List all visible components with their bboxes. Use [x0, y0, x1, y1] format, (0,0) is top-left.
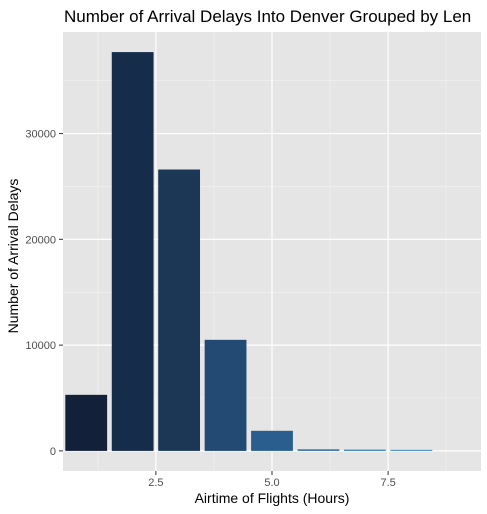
- chart-title: Number of Arrival Delays Into Denver Gro…: [64, 7, 471, 26]
- y-axis-ticks: 0 10000 20000 30000: [25, 129, 63, 458]
- x-axis-title: Airtime of Flights (Hours): [195, 490, 350, 506]
- bar: [204, 339, 247, 451]
- bar: [251, 430, 293, 451]
- gridlines: [63, 32, 481, 471]
- bar: [65, 394, 108, 451]
- bars: [65, 52, 433, 451]
- x-tick-label: 2.5: [148, 477, 163, 489]
- bar: [343, 449, 386, 451]
- y-tick-label: 20000: [25, 234, 56, 246]
- y-tick-label: 0: [50, 446, 56, 458]
- y-axis-title: Number of Arrival Delays: [5, 179, 21, 334]
- bar: [297, 449, 340, 451]
- bar: [111, 52, 154, 451]
- y-tick-label: 30000: [25, 129, 56, 141]
- y-tick-label: 10000: [25, 340, 56, 352]
- bar: [390, 449, 433, 451]
- bar: [158, 169, 201, 451]
- x-tick-label: 5.0: [264, 477, 279, 489]
- x-tick-label: 7.5: [380, 477, 395, 489]
- x-axis-ticks: 2.5 5.0 7.5: [148, 471, 396, 489]
